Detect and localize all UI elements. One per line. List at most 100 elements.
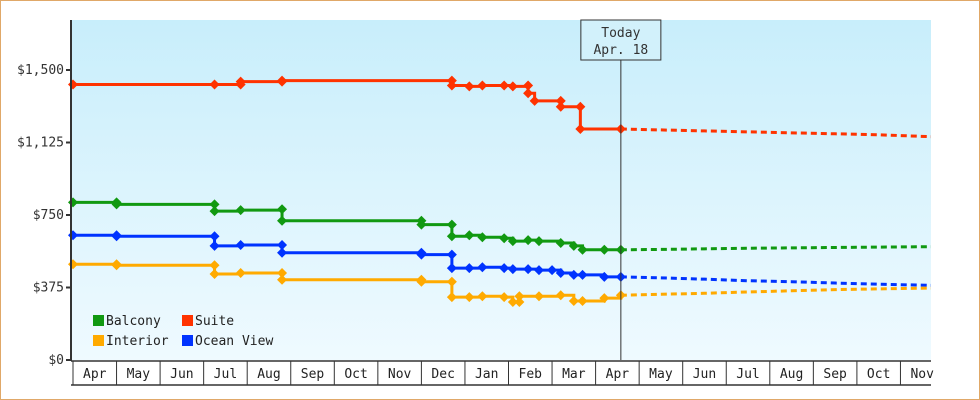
data-point-marker[interactable] <box>446 219 457 230</box>
data-point-marker[interactable] <box>209 240 220 251</box>
data-point-marker[interactable] <box>499 80 510 91</box>
data-point-marker[interactable] <box>446 276 457 287</box>
data-point-marker[interactable] <box>277 268 288 278</box>
today-date: Apr. 18 <box>593 43 648 58</box>
legend-label[interactable]: Ocean View <box>195 334 273 349</box>
x-month-label: Mar <box>562 367 586 382</box>
data-point-marker[interactable] <box>477 232 488 243</box>
plot-area <box>72 20 931 360</box>
data-point-marker[interactable] <box>477 262 488 273</box>
data-point-marker[interactable] <box>235 268 246 278</box>
data-point-marker[interactable] <box>464 292 475 303</box>
x-month-label: Oct <box>344 367 367 382</box>
data-point-marker[interactable] <box>446 263 457 274</box>
data-point-marker[interactable] <box>464 263 475 274</box>
legend-label[interactable]: Interior <box>106 334 169 349</box>
data-point-marker[interactable] <box>533 236 544 247</box>
data-point-marker[interactable] <box>568 269 579 280</box>
data-point-marker[interactable] <box>547 265 558 276</box>
legend: Balcony Suite Interior Ocean View <box>93 314 273 349</box>
data-point-marker[interactable] <box>209 79 220 90</box>
data-point-marker[interactable] <box>499 263 510 274</box>
data-point-marker[interactable] <box>477 80 488 91</box>
legend-label[interactable]: Suite <box>195 314 234 329</box>
data-point-marker[interactable] <box>111 199 122 210</box>
data-point-marker[interactable] <box>446 249 457 260</box>
data-point-marker[interactable] <box>523 264 534 275</box>
data-point-marker[interactable] <box>568 240 579 251</box>
data-point-marker[interactable] <box>416 276 427 287</box>
data-point-marker[interactable] <box>416 249 427 260</box>
data-point-marker[interactable] <box>555 290 566 301</box>
data-point-marker[interactable] <box>235 76 246 87</box>
data-point-marker[interactable] <box>507 264 518 275</box>
y-axis: $0 $375 $750 $1,125 $1,500 <box>17 20 72 368</box>
data-point-marker[interactable] <box>277 247 288 258</box>
data-point-marker[interactable] <box>523 80 534 91</box>
data-point-marker[interactable] <box>416 219 427 230</box>
data-point-marker[interactable] <box>235 205 246 216</box>
legend-swatch-suite <box>182 315 193 326</box>
data-point-marker[interactable] <box>555 101 566 112</box>
data-point-marker[interactable] <box>446 231 457 242</box>
x-month-label: Aug <box>780 367 803 382</box>
data-point-marker[interactable] <box>477 291 488 302</box>
data-point-marker[interactable] <box>555 238 566 249</box>
series-layer <box>68 75 931 307</box>
data-point-marker[interactable] <box>446 292 457 303</box>
data-point-marker[interactable] <box>111 231 122 242</box>
data-point-marker[interactable] <box>577 296 588 307</box>
data-point-marker[interactable] <box>507 236 518 247</box>
x-axis: Apr May Jun Jul Aug Sep Oct Nov Dec Jan Feb Mar Apr M… <box>71 360 934 386</box>
data-point-marker[interactable] <box>577 244 588 255</box>
series-ocean-view <box>68 230 931 287</box>
x-month-label: Jul <box>736 367 759 382</box>
today-marker: Today Apr. 18 <box>580 19 662 360</box>
data-point-marker[interactable] <box>599 244 610 255</box>
data-point-marker[interactable] <box>446 80 457 91</box>
legend-label[interactable]: Balcony <box>106 314 161 329</box>
data-point-marker[interactable] <box>277 215 288 226</box>
data-point-marker[interactable] <box>533 265 544 276</box>
data-point-marker[interactable] <box>577 269 588 280</box>
data-point-marker[interactable] <box>555 268 566 278</box>
x-month-label: Aug <box>257 367 280 382</box>
data-point-marker[interactable] <box>507 297 518 307</box>
data-point-marker[interactable] <box>575 123 586 134</box>
data-point-marker[interactable] <box>209 199 220 210</box>
data-point-marker[interactable] <box>464 230 475 241</box>
data-point-marker[interactable] <box>499 233 510 244</box>
data-point-marker[interactable] <box>514 291 525 302</box>
x-month-label: Jul <box>214 367 237 382</box>
series-suite <box>68 75 931 139</box>
data-point-marker[interactable] <box>575 101 586 112</box>
data-point-marker[interactable] <box>277 204 288 215</box>
data-point-marker[interactable] <box>523 88 534 99</box>
data-point-marker[interactable] <box>209 268 220 279</box>
data-point-marker[interactable] <box>209 260 220 271</box>
data-point-marker[interactable] <box>209 231 220 242</box>
y-tick-label: $375 <box>33 281 64 296</box>
data-point-marker[interactable] <box>277 239 288 250</box>
data-point-marker[interactable] <box>555 95 566 106</box>
data-point-marker[interactable] <box>111 260 122 271</box>
y-tick-label: $750 <box>33 208 64 223</box>
data-point-marker[interactable] <box>599 293 610 304</box>
data-point-marker[interactable] <box>209 206 220 217</box>
x-month-label: Nov <box>910 367 934 382</box>
data-point-marker[interactable] <box>533 291 544 302</box>
data-point-marker[interactable] <box>277 75 288 86</box>
data-point-marker[interactable] <box>507 81 518 92</box>
data-point-marker[interactable] <box>568 296 579 307</box>
data-point-marker[interactable] <box>529 95 540 106</box>
data-point-marker[interactable] <box>235 239 246 250</box>
data-point-marker[interactable] <box>599 271 610 282</box>
x-month-label: Oct <box>867 367 890 382</box>
data-point-marker[interactable] <box>464 81 475 92</box>
data-point-marker[interactable] <box>499 292 510 303</box>
x-month-label: Dec <box>431 367 454 382</box>
x-month-label: Jun <box>170 367 193 382</box>
data-point-marker[interactable] <box>523 235 534 246</box>
data-point-marker[interactable] <box>277 274 288 285</box>
data-point-marker[interactable] <box>514 297 525 307</box>
